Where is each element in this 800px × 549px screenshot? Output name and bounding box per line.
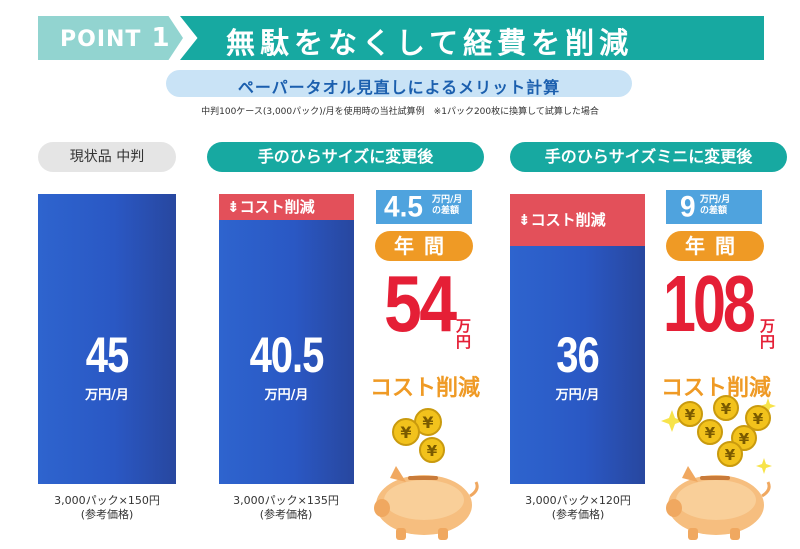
svg-text:¥: ¥ [725, 446, 736, 464]
cost-bar-palm: 40.5 万円/月 [219, 220, 354, 484]
yen-coin-icon: ¥ [677, 401, 703, 427]
column-header-current: 現状品 中判 [38, 142, 176, 172]
point-badge: POINT 1 [38, 16, 183, 60]
annual-unit-palm-mini: 万円 [760, 317, 776, 351]
annual-unit-palm: 万円 [456, 317, 472, 351]
diff-unit: 万円/月 の差額 [432, 195, 463, 216]
page-title: 無駄をなくして経費を削減 [226, 26, 634, 60]
yen-coin-icon: ¥ [414, 408, 442, 436]
annual-amount-palm: 54 [384, 259, 457, 348]
yen-coin-icon: ¥ [419, 437, 445, 463]
annual-cost-cut-palm-mini: コスト削減 [661, 376, 772, 401]
cost-cut-label: ⇟コスト削減 [227, 198, 315, 216]
diff-value: 9 [680, 190, 696, 223]
caption-palm-mini: 3,000パック×120円 (参考価格) [525, 494, 631, 521]
caption-palm: 3,000パック×135円 (参考価格) [233, 494, 339, 521]
piggy-bank-icon: ¥ ¥ ¥ [374, 408, 479, 540]
yen-coin-icon: ¥ [717, 441, 743, 467]
diff-value: 4.5 [384, 190, 423, 223]
svg-text:¥: ¥ [400, 423, 411, 442]
svg-text:¥: ¥ [705, 424, 716, 442]
bar-value: 36 [556, 328, 600, 384]
point-header: POINT 1 無駄をなくして経費を削減 [0, 8, 800, 60]
svg-text:¥: ¥ [685, 406, 696, 424]
yen-coin-icon: ¥ [745, 405, 771, 431]
calculation-note: 中判100ケース(3,000パック)/月を使用時の当社試算例 ※1パック200枚… [201, 107, 599, 117]
svg-text:¥: ¥ [422, 413, 433, 432]
bar-value: 45 [85, 328, 130, 384]
annual-label-palm: 年間 [375, 231, 473, 261]
bar-unit: 万円/月 [85, 388, 129, 403]
bar-unit: 万円/月 [264, 388, 309, 403]
cost-bar-palm-mini: 36 万円/月 [510, 246, 645, 484]
title-banner: 無駄をなくして経費を削減 [180, 16, 764, 60]
yen-coin-icon: ¥ [392, 418, 420, 446]
cost-cut-band-palm: ⇟コスト削減 [219, 194, 354, 220]
svg-text:¥: ¥ [739, 430, 750, 448]
subtitle: ペーパータオル見直しによるメリット計算 [237, 78, 561, 97]
down-arrow-icon: ⇟ [518, 211, 531, 229]
annual-label-palm-mini: 年間 [666, 231, 764, 261]
subtitle-pill: ペーパータオル見直しによるメリット計算 [166, 70, 632, 97]
monthly-diff-palm-mini: 9 万円/月 の差額 [666, 190, 762, 224]
annual-amount-palm-mini: 108 [663, 259, 756, 348]
diff-unit: 万円/月 の差額 [700, 195, 731, 216]
svg-text:¥: ¥ [753, 410, 764, 428]
monthly-diff-palm: 4.5 万円/月 の差額 [376, 190, 472, 224]
caption-current: 3,000パック×150円 (参考価格) [54, 494, 160, 521]
yen-coin-icon: ¥ [697, 419, 723, 445]
svg-text:¥: ¥ [721, 400, 732, 418]
column-header-palm: 手のひらサイズに変更後 [207, 142, 484, 172]
bar-value: 40.5 [249, 328, 325, 384]
down-arrow-icon: ⇟ [227, 198, 240, 216]
cost-cut-label: ⇟コスト削減 [518, 211, 606, 229]
yen-coin-icon: ¥ [713, 395, 739, 421]
point-label: POINT 1 [60, 23, 171, 53]
column-header-palm-mini: 手のひらサイズミニに変更後 [510, 142, 787, 172]
bar-unit: 万円/月 [555, 388, 600, 403]
svg-text:¥: ¥ [427, 442, 438, 460]
annual-cost-cut-palm: コスト削減 [370, 376, 481, 401]
cost-bar-current: 45 万円/月 [38, 194, 176, 484]
cost-cut-band-palm-mini: ⇟コスト削減 [510, 194, 645, 246]
sparkle-icon [661, 398, 776, 474]
piggy-bank-icon: ¥ ¥ ¥ ¥ ¥ ¥ [661, 395, 776, 540]
